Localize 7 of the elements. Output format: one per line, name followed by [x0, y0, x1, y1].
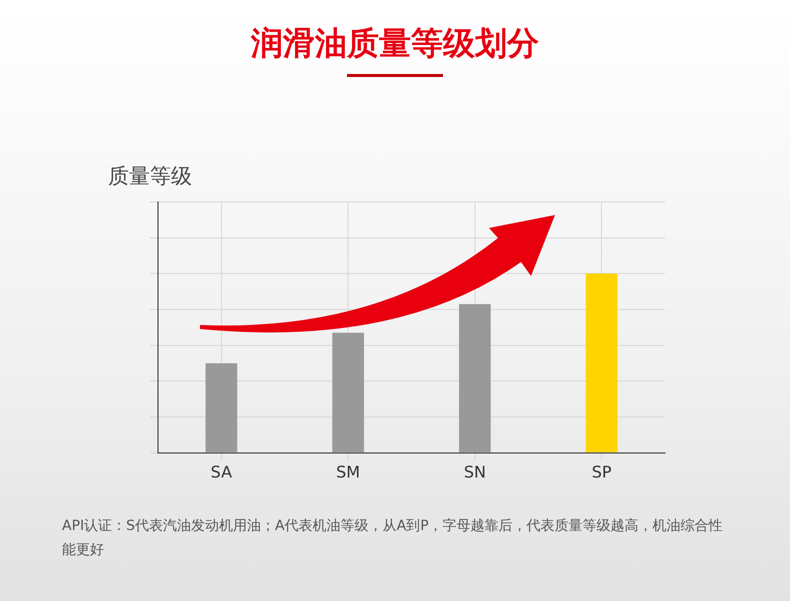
y-axis-title: 质量等级	[108, 163, 192, 190]
x-tick-label: SN	[464, 462, 486, 482]
x-tick-label: SA	[210, 462, 232, 482]
chart-title: 润滑油质量等级划分	[250, 23, 540, 64]
x-tick-label: SP	[592, 462, 612, 482]
x-tick-label: SM	[336, 462, 360, 482]
text: API认证：S代表汽油发动机用油；A代表机油等级，从A到P，字母越靠后，代表质量等级越高，机油综合性能更好	[62, 517, 724, 560]
